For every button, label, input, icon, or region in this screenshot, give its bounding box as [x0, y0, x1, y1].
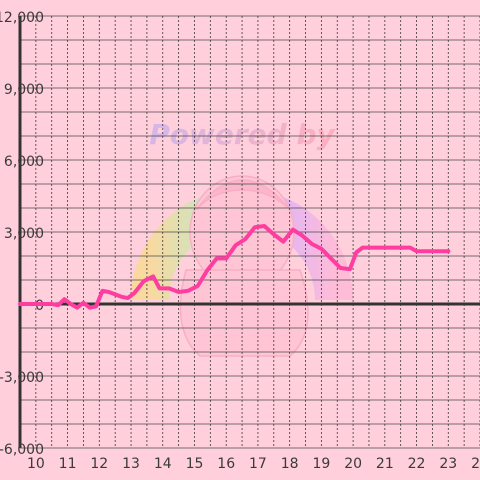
x-tick-label: 11: [59, 456, 77, 472]
y-tick-label: -3,000: [0, 370, 44, 386]
x-tick-label: 15: [186, 456, 204, 472]
x-tick-label: 22: [408, 456, 426, 472]
x-tick-label: 23: [439, 456, 457, 472]
x-tick-label: 12: [90, 456, 108, 472]
y-tick-label: -6,000: [0, 442, 44, 458]
x-tick-label: 24: [471, 456, 480, 472]
watermark-text: Powered by: [149, 118, 336, 151]
y-tick-label: 12,000: [0, 10, 44, 26]
series-line: [18, 224, 451, 310]
y-tick-label: 6,000: [4, 154, 44, 170]
watermark: Powered by: [131, 118, 353, 357]
x-tick-label: 18: [281, 456, 299, 472]
x-tick-label: 20: [344, 456, 362, 472]
x-tick-label: 17: [249, 456, 267, 472]
x-tick-label: 13: [122, 456, 140, 472]
x-tick-label: 21: [376, 456, 394, 472]
y-tick-label: 3,000: [4, 226, 44, 242]
x-tick-label: 19: [312, 456, 330, 472]
x-tick-label: 14: [154, 456, 172, 472]
x-tick-label: 16: [217, 456, 235, 472]
y-tick-label: 9,000: [4, 82, 44, 98]
series-group: [18, 224, 451, 310]
grid: [20, 15, 480, 449]
x-tick-label: 10: [27, 456, 45, 472]
x-axis-ticks: 10 11 12 13 14 15 16 17 18 19 20 21 22 23 24: [27, 456, 480, 472]
